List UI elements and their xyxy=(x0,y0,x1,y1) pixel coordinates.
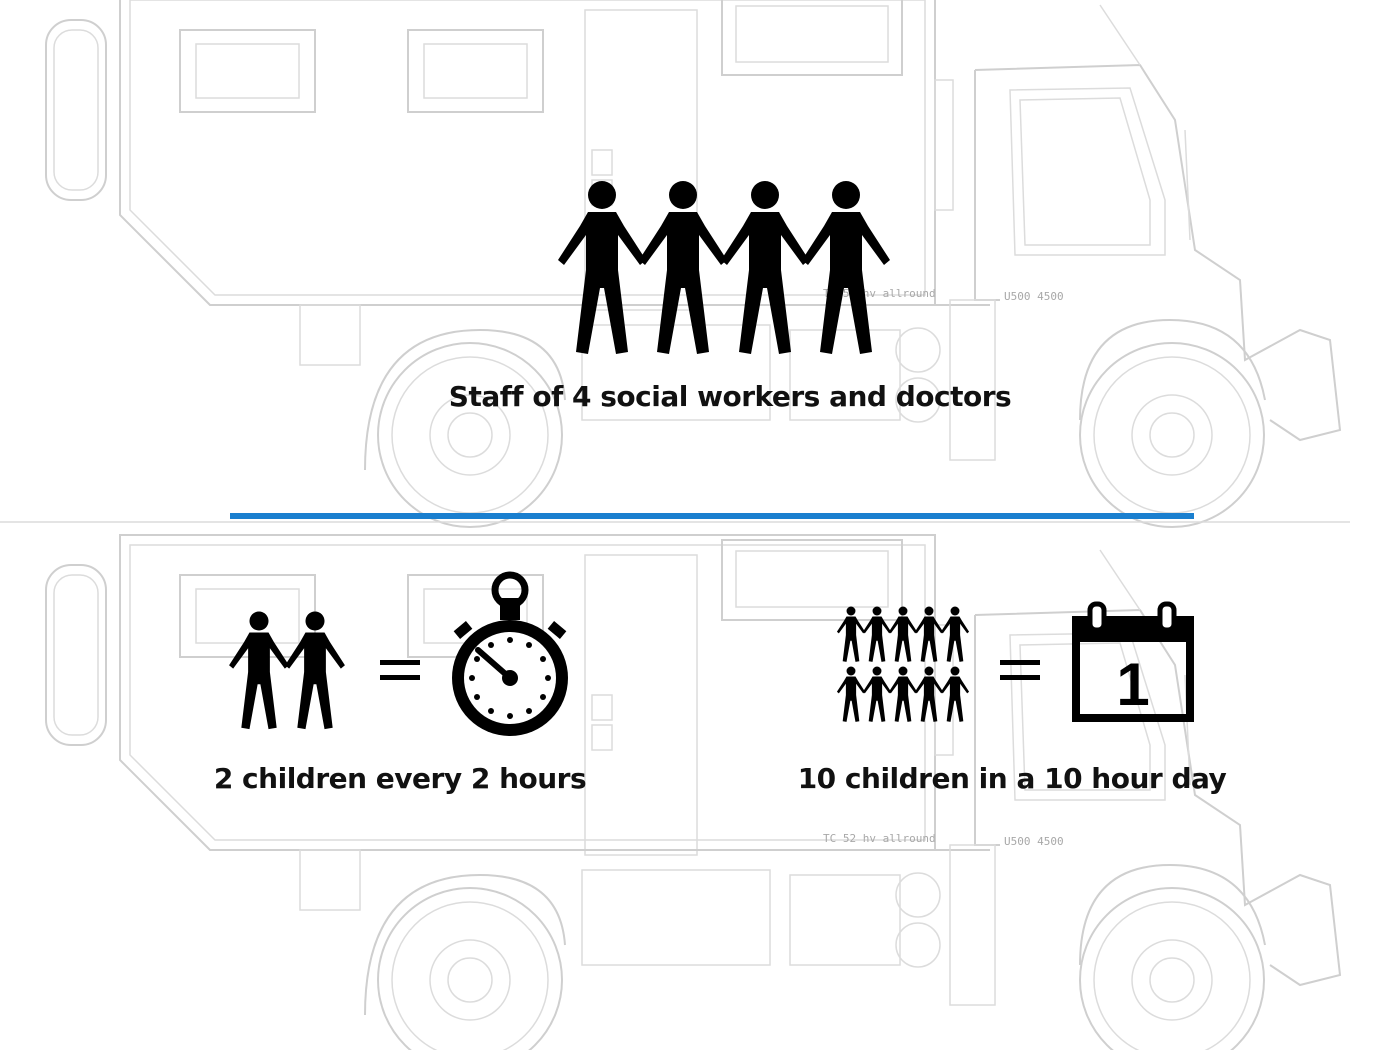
child-icon xyxy=(940,666,970,722)
ten-children-caption: 10 children in a 10 hour day xyxy=(797,762,1227,795)
calendar-icon: 1 xyxy=(1072,601,1194,722)
calendar-day-number: 1 xyxy=(1116,651,1149,718)
stopwatch-icon xyxy=(452,571,568,736)
person-icon xyxy=(229,611,289,730)
person-icon xyxy=(721,181,809,354)
cab-model-label-top: U500 4500 xyxy=(1004,290,1064,303)
child-icon xyxy=(836,606,866,662)
cab-model-label: U500 4500 xyxy=(1004,835,1064,848)
person-icon xyxy=(639,181,727,354)
child-icon xyxy=(836,666,866,722)
two-children-icon xyxy=(229,611,345,730)
child-icon xyxy=(862,606,892,662)
staff-caption: Staff of 4 social workers and doctors xyxy=(448,380,1012,413)
staff-people-icon xyxy=(558,181,890,354)
child-icon xyxy=(940,606,970,662)
equals-sign xyxy=(1000,660,1040,680)
section-divider xyxy=(230,513,1194,519)
person-icon xyxy=(802,181,890,354)
person-icon xyxy=(558,181,646,354)
child-icon xyxy=(914,666,944,722)
child-icon xyxy=(914,606,944,662)
ten-children-icon xyxy=(836,606,970,722)
body-model-label: TC 52 hv allround xyxy=(823,832,936,845)
child-icon xyxy=(888,606,918,662)
child-icon xyxy=(888,666,918,722)
person-icon xyxy=(285,611,345,730)
child-icon xyxy=(862,666,892,722)
two-children-caption: 2 children every 2 hours xyxy=(213,762,587,795)
equals-sign xyxy=(380,660,420,680)
